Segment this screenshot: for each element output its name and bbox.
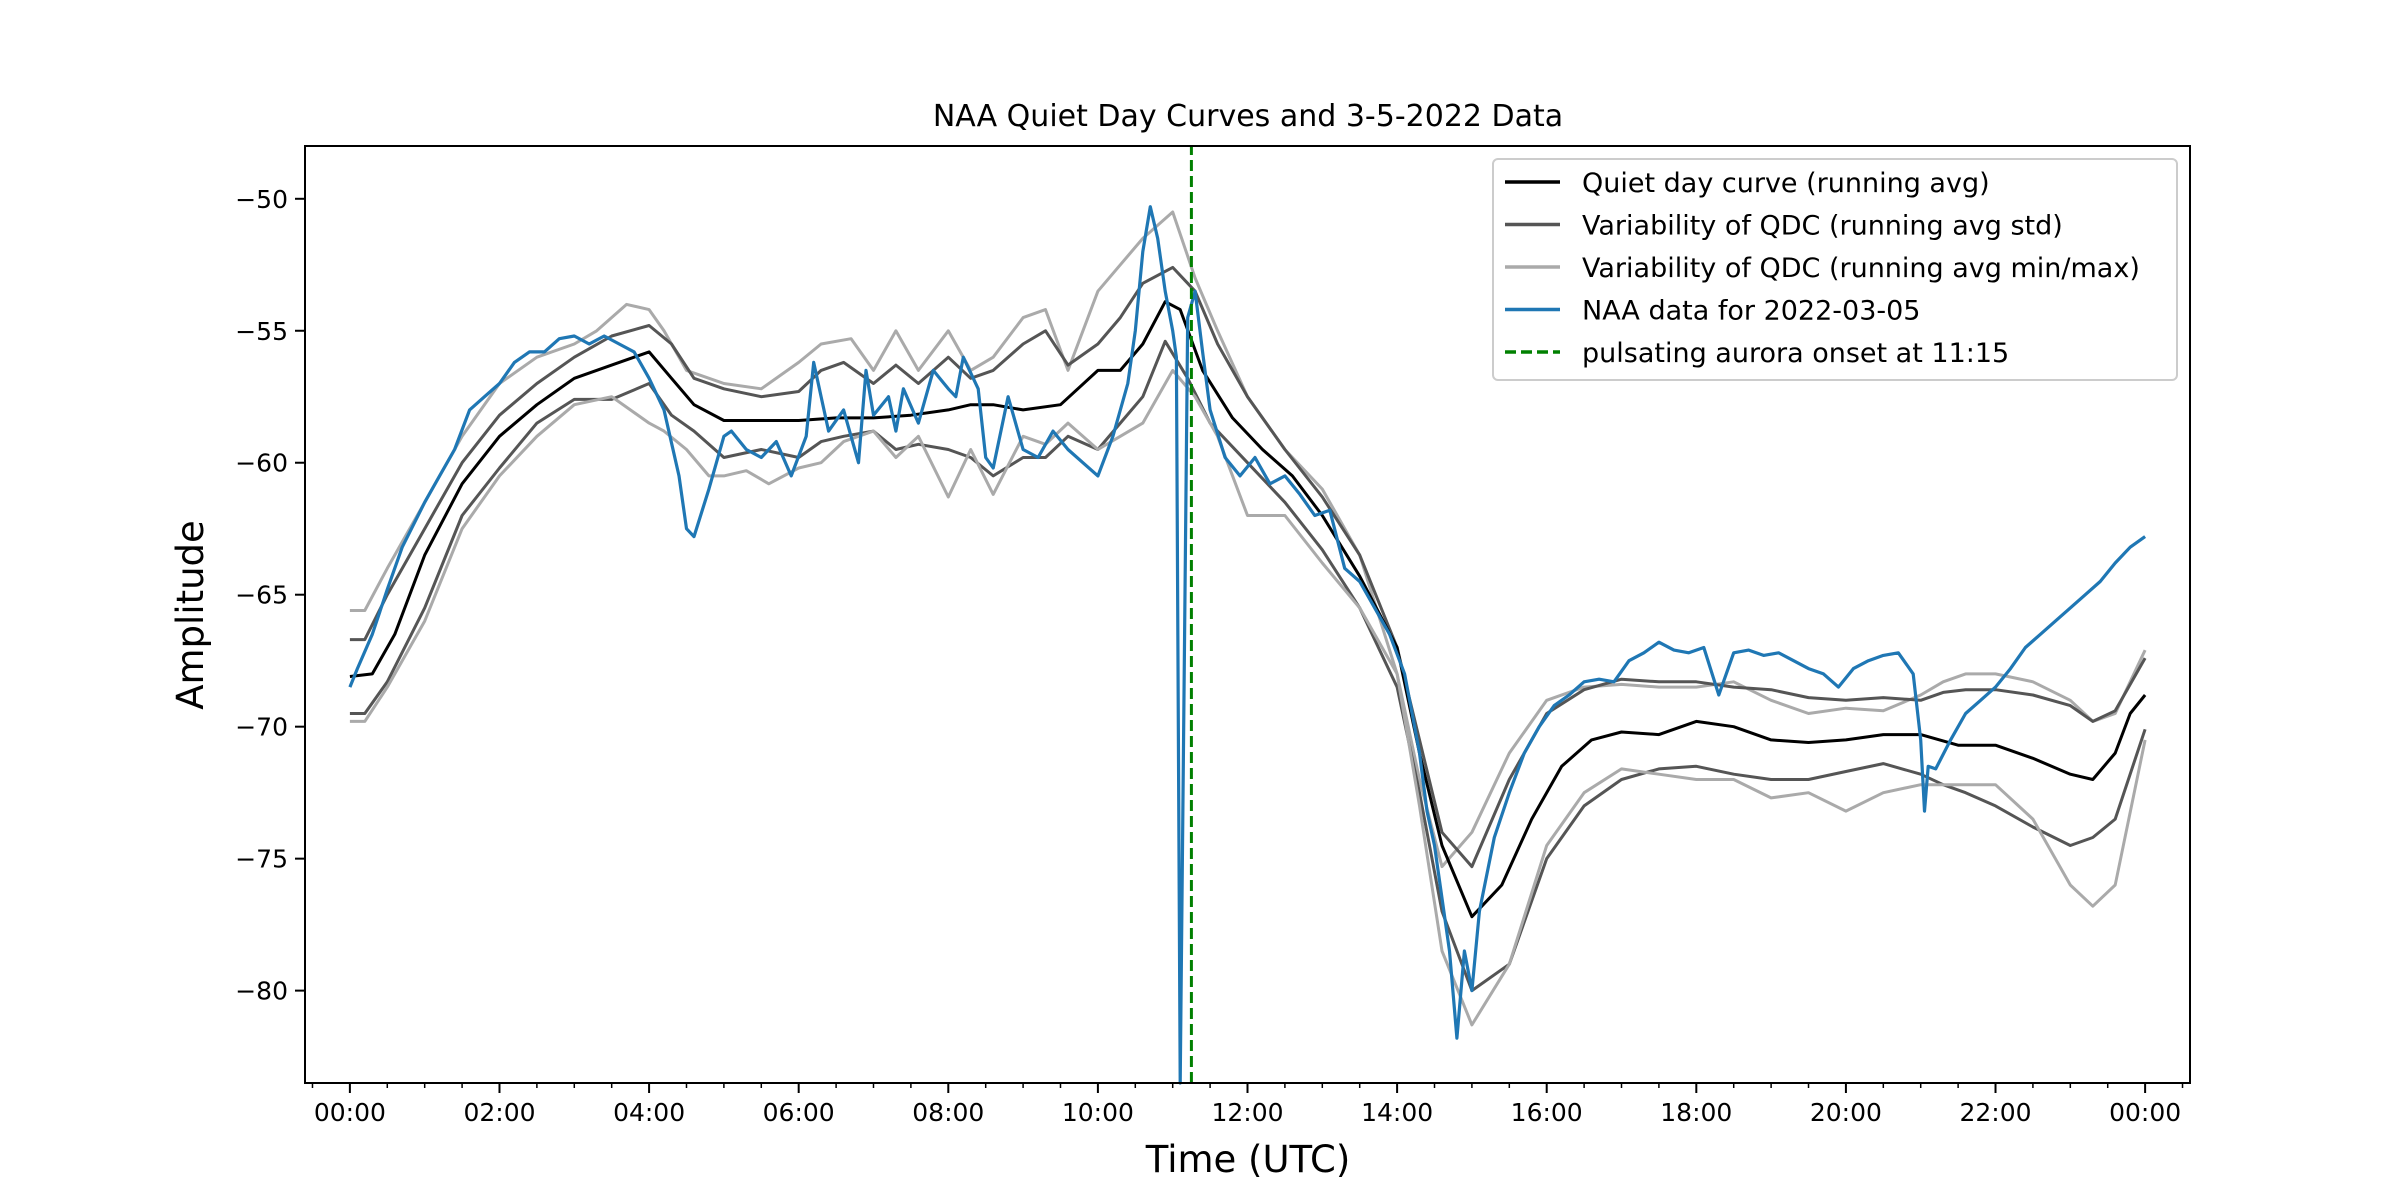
y-tick-label: −70 xyxy=(235,713,288,742)
x-tick-label: 18:00 xyxy=(1660,1098,1732,1127)
y-axis: −50 −55 −60 −65 −70 −75 −80 xyxy=(235,185,305,1006)
legend-label: Variability of QDC (running avg min/max) xyxy=(1582,253,2140,284)
x-tick-label: 02:00 xyxy=(463,1098,535,1127)
legend-label: NAA data for 2022-03-05 xyxy=(1582,296,1921,327)
legend-label: pulsating aurora onset at 11:15 xyxy=(1582,338,2009,369)
series-line-lower-4 xyxy=(349,368,2147,1027)
y-tick-label: −55 xyxy=(235,317,288,346)
x-tick-label: 12:00 xyxy=(1211,1098,1283,1127)
x-axis: 00:00 02:00 04:00 06:00 08:00 10:00 12:00 14:00… xyxy=(311,1083,2184,1127)
x-tick-label: 14:00 xyxy=(1361,1098,1433,1127)
legend: Quiet day curve (running avg) Variability… xyxy=(1492,158,2178,381)
y-tick-label: −80 xyxy=(235,977,288,1006)
x-tick-label: 06:00 xyxy=(763,1098,835,1127)
x-tick-label: 22:00 xyxy=(1959,1098,2031,1127)
x-tick-label: 10:00 xyxy=(1062,1098,1134,1127)
y-tick-label: −75 xyxy=(235,845,288,874)
series-line-data-5 xyxy=(348,205,2147,1085)
legend-label: Variability of QDC (running avg std) xyxy=(1582,211,2063,242)
x-tick-label: 00:00 xyxy=(2109,1098,2181,1127)
x-tick-label: 20:00 xyxy=(1810,1098,1882,1127)
chart-title: NAA Quiet Day Curves and 3-5-2022 Data xyxy=(933,99,1563,134)
series-line-upper-1 xyxy=(349,265,2147,869)
x-tick-label: 16:00 xyxy=(1511,1098,1583,1127)
legend-label: Quiet day curve (running avg) xyxy=(1582,168,1990,199)
x-tick-label: 04:00 xyxy=(613,1098,685,1127)
series-layer xyxy=(348,146,2147,1085)
x-tick-label: 08:00 xyxy=(912,1098,984,1127)
y-tick-label: −50 xyxy=(235,185,288,214)
x-axis-label: Time (UTC) xyxy=(1145,1138,1351,1181)
y-tick-label: −65 xyxy=(235,581,288,610)
x-tick-label: 00:00 xyxy=(314,1098,386,1127)
legend-box xyxy=(1492,158,2178,381)
series-line-mean-2 xyxy=(349,300,2147,919)
y-axis-label: Amplitude xyxy=(169,520,212,710)
series-line-upper-0 xyxy=(349,210,2147,869)
y-tick-label: −60 xyxy=(235,449,288,478)
